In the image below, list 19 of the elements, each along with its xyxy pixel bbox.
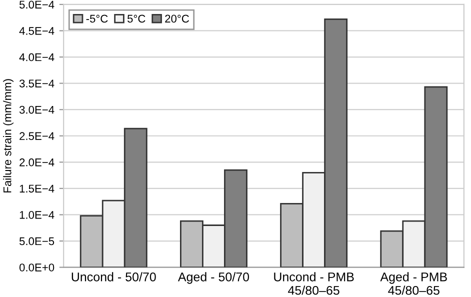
x-tick-label: Uncond - PMB 45/80–65 <box>274 272 354 295</box>
y-tick-label: 3.5E−4 <box>19 80 54 88</box>
y-tick-label: 5.0E−4 <box>19 0 54 9</box>
y-tick-label: 0.0E+0 <box>19 264 54 272</box>
legend-label: 20°C <box>165 14 189 23</box>
x-tick-label: Aged - 50/70 <box>178 272 250 284</box>
x-tick-label: Uncond - 50/70 <box>72 272 156 282</box>
y-axis-title: Failure strain (mm/mm) <box>3 79 14 192</box>
y-tick-label: 4.5E−4 <box>19 27 54 35</box>
y-tick-label: 1.0E−4 <box>20 211 54 219</box>
y-tick-label: 2.5E−4 <box>20 132 54 140</box>
y-tick-label: 2.0E−4 <box>20 158 54 166</box>
y-tick-label: 4.0E−4 <box>19 53 54 62</box>
legend-label: -5°C <box>86 14 108 23</box>
legend-label: 5°C <box>127 14 146 23</box>
y-tick-label: 5.0E−5 <box>19 237 54 246</box>
x-tick-label: Aged - PMB 45/80–65 <box>380 272 447 295</box>
y-tick-label: 3.0E−4 <box>19 106 54 114</box>
y-tick-label: 1.5E−4 <box>20 184 54 193</box>
